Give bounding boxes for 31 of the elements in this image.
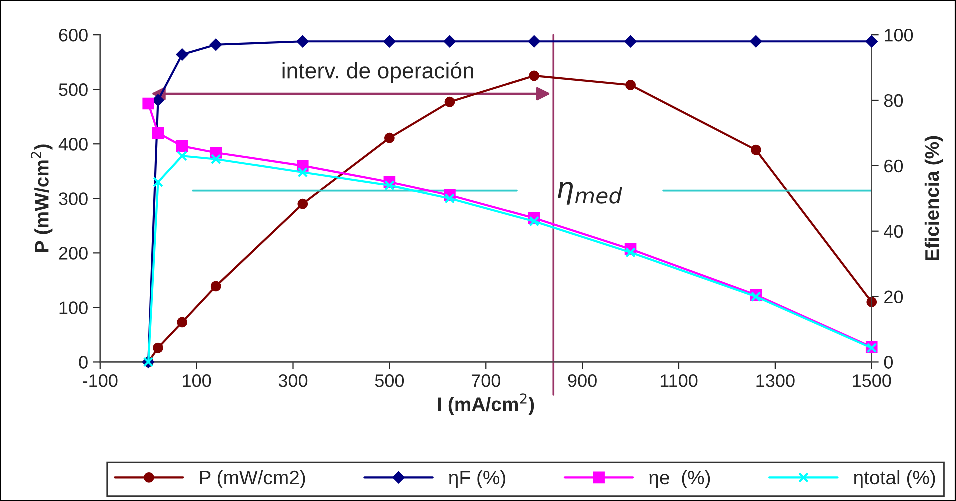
annotation: interv. de operación	[282, 62, 474, 84]
x-tick-label: 1100	[660, 374, 698, 388]
y2-tick-label: 40	[884, 225, 904, 238]
x-tick-label: -100	[83, 374, 118, 388]
y-tick-label: 200	[59, 247, 88, 260]
y-tick-label: 300	[59, 192, 88, 206]
x-tick-label: 500	[375, 374, 404, 388]
y2-axis-title: Eficiencia (%)	[924, 136, 944, 261]
legend-label: P (mW/cm2)	[200, 470, 306, 488]
x-tick-label: 100	[183, 374, 212, 388]
y-tick-label: 0	[79, 356, 88, 369]
y-tick-label: 100	[60, 302, 88, 314]
ref-line-label: η$_{med}$	[558, 182, 622, 205]
x-tick-label: 300	[278, 374, 308, 388]
y-tick-label: 400	[58, 138, 88, 151]
y2-tick-label: 60	[884, 160, 904, 173]
y2-tick-label: 100	[885, 29, 914, 42]
legend-label: ηe (%)	[650, 470, 710, 488]
x-tick-label: 1300	[756, 374, 795, 388]
y2-tick-label: 80	[884, 94, 904, 108]
y2-tick-label: 0	[884, 356, 894, 369]
x-tick-label: 700	[472, 374, 500, 388]
y-tick-label: 500	[59, 84, 88, 96]
x-tick-label: 1500	[853, 374, 892, 388]
legend-label: ηtotal (%)	[854, 470, 936, 488]
legend-label: ηF (%)	[449, 470, 506, 488]
y-tick-label: 600	[59, 29, 88, 42]
x-axis-title: I (mA/cm$^{2}$)	[438, 394, 534, 416]
y-axis-title: P (mW/cm$^{2}$)	[31, 144, 53, 252]
x-tick-label: 900	[568, 374, 597, 388]
y2-tick-label: 20	[884, 290, 904, 304]
